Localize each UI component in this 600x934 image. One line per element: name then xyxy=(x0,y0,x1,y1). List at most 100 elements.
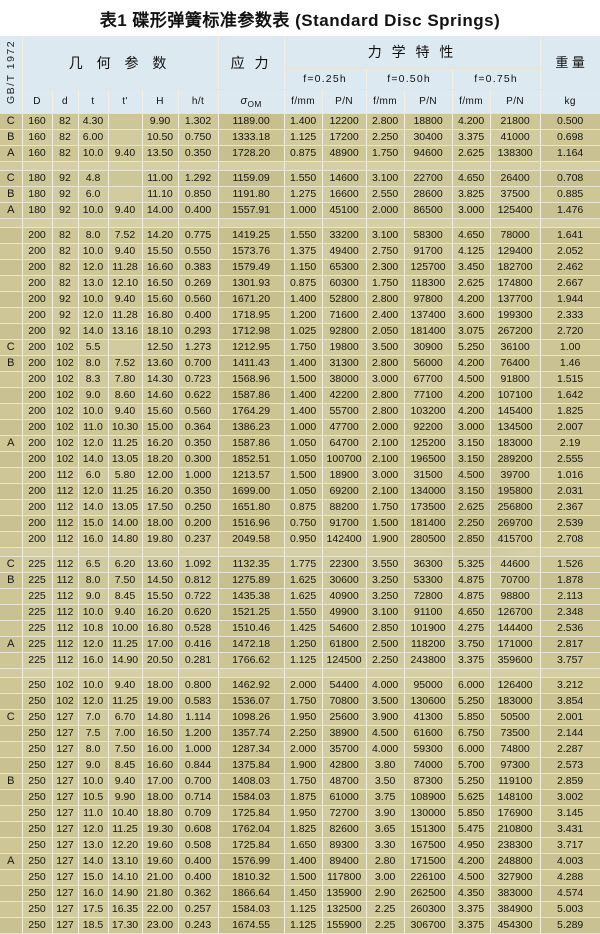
cell-p1: 17200 xyxy=(322,129,367,146)
cell-sigma: 1712.98 xyxy=(218,323,285,340)
cell-H: 22.00 xyxy=(142,901,179,918)
table-row[interactable]: 250 127 11.0 10.40 18.80 0.709 1725.84 1.950 727… xyxy=(0,805,600,822)
cell-sigma: 1301.93 xyxy=(218,275,285,292)
cell-sigma: 1516.96 xyxy=(218,515,285,532)
cell-f2: 2.250 xyxy=(366,129,405,146)
cell-p1: 42800 xyxy=(322,757,367,774)
table-row[interactable]: 200 102 9.0 8.60 14.60 0.622 1587.86 1.400 42200… xyxy=(0,387,600,404)
cell-kg: 0.885 xyxy=(540,186,600,203)
cell-p3: 76400 xyxy=(490,355,541,372)
cell-ht: 0.400 xyxy=(178,853,219,870)
cell-kg: 2.536 xyxy=(540,620,600,637)
cell-sigma: 1212.95 xyxy=(218,339,285,356)
cell-d: 127 xyxy=(52,757,79,774)
table-row[interactable]: 250 127 13.0 12.20 19.60 0.508 1725.84 1.650 893… xyxy=(0,837,600,854)
cell-f1: 1.400 xyxy=(284,403,323,420)
table-row[interactable]: B 180 92 6.0 11.10 0.850 1191.80 1.275 16600 2.55… xyxy=(0,186,600,203)
table-row[interactable]: C 200 102 5.5 12.50 1.273 1212.95 1.750 19800 3.5… xyxy=(0,339,600,356)
table-row[interactable]: 200 112 16.0 14.80 19.80 0.237 2049.58 0.950 142… xyxy=(0,531,600,548)
table-row[interactable]: 250 127 15.0 14.10 21.00 0.400 1810.32 1.500 117… xyxy=(0,869,600,886)
table-row[interactable]: 250 127 10.5 9.90 18.00 0.714 1584.03 1.875 6100… xyxy=(0,789,600,806)
cell-t: 4.30 xyxy=(78,113,109,130)
spacer-cell xyxy=(284,547,323,557)
cell-f3: 4.650 xyxy=(452,170,491,187)
cell-f2: 2.800 xyxy=(366,403,405,420)
cell-series xyxy=(0,419,23,436)
cell-f1: 1.000 xyxy=(284,419,323,436)
table-row[interactable]: 200 82 12.0 11.28 16.60 0.383 1579.49 1.150 6530… xyxy=(0,259,600,276)
cell-p2: 173500 xyxy=(404,499,453,516)
table-row[interactable]: 250 102 12.0 11.25 19.00 0.583 1536.07 1.750 708… xyxy=(0,693,600,710)
cell-t: 6.0 xyxy=(78,467,109,484)
table-row[interactable]: C 180 92 4.8 11.00 1.292 1159.09 1.550 14600 3.10… xyxy=(0,170,600,187)
cell-t2: 12.10 xyxy=(108,275,143,292)
table-row[interactable]: 250 102 10.0 9.40 18.00 0.800 1462.92 2.000 5440… xyxy=(0,677,600,694)
spacer-cell xyxy=(78,218,109,228)
table-row[interactable]: A 225 112 12.0 11.25 17.00 0.416 1472.18 1.250 61… xyxy=(0,636,600,653)
cell-t2: 9.40 xyxy=(108,604,143,621)
cell-p1: 72700 xyxy=(322,805,367,822)
cell-sigma: 1728.20 xyxy=(218,145,285,162)
table-row[interactable]: 200 102 14.0 13.05 18.20 0.300 1852.51 1.050 100… xyxy=(0,451,600,468)
table-row[interactable]: A 160 82 10.0 9.40 13.50 0.350 1728.20 0.875 4890… xyxy=(0,145,600,162)
table-row[interactable]: 200 92 10.0 9.40 15.60 0.560 1671.20 1.400 52800… xyxy=(0,291,600,308)
cell-p3: 248800 xyxy=(490,853,541,870)
cell-series xyxy=(0,259,23,276)
cell-p2: 92200 xyxy=(404,419,453,436)
table-row[interactable]: 225 112 10.8 10.00 16.80 0.528 1510.46 1.425 546… xyxy=(0,620,600,637)
table-row[interactable]: 250 127 8.0 7.50 16.00 1.000 1287.34 2.000 35700… xyxy=(0,741,600,758)
table-row[interactable]: 200 102 10.0 9.40 15.60 0.560 1764.29 1.400 5570… xyxy=(0,403,600,420)
cell-kg: 2.031 xyxy=(540,483,600,500)
cell-H: 16.50 xyxy=(142,275,179,292)
table-row[interactable]: 225 112 10.0 9.40 16.20 0.620 1521.25 1.550 4990… xyxy=(0,604,600,621)
cell-series: A xyxy=(0,145,23,162)
cell-kg: 2.052 xyxy=(540,243,600,260)
cell-t: 18.5 xyxy=(78,917,109,934)
cell-H: 19.80 xyxy=(142,531,179,548)
spacer-cell xyxy=(108,218,143,228)
table-row[interactable]: C 225 112 6.5 6.20 13.60 1.092 1132.35 1.775 2230… xyxy=(0,556,600,573)
table-row[interactable]: B 200 102 8.0 7.52 13.60 0.700 1411.43 1.400 3130… xyxy=(0,355,600,372)
cell-ht: 0.300 xyxy=(178,451,219,468)
table-row[interactable]: 250 127 7.5 7.00 16.50 1.200 1357.74 2.250 38900… xyxy=(0,725,600,742)
table-row[interactable]: 250 127 17.5 16.35 22.00 0.257 1584.03 1.125 132… xyxy=(0,901,600,918)
table-row[interactable]: A 180 92 10.0 9.40 14.00 0.400 1557.91 1.000 4510… xyxy=(0,202,600,219)
table-row[interactable]: 200 102 8.3 7.80 14.30 0.723 1568.96 1.500 38000… xyxy=(0,371,600,388)
cell-ht: 1.302 xyxy=(178,113,219,130)
table-row[interactable]: 200 92 12.0 11.28 16.80 0.400 1718.95 1.200 7160… xyxy=(0,307,600,324)
table-row[interactable]: 200 82 13.0 12.10 16.50 0.269 1301.93 0.875 6030… xyxy=(0,275,600,292)
table-row[interactable]: A 250 127 14.0 13.10 19.60 0.400 1576.99 1.400 89… xyxy=(0,853,600,870)
table-row[interactable]: A 200 102 12.0 11.25 16.20 0.350 1587.86 1.050 64… xyxy=(0,435,600,452)
table-row[interactable]: 200 102 11.0 10.30 15.00 0.364 1386.23 1.000 477… xyxy=(0,419,600,436)
table-row[interactable]: 225 112 16.0 14.90 20.50 0.281 1766.62 1.125 124… xyxy=(0,652,600,669)
cell-sigma: 1472.18 xyxy=(218,636,285,653)
table-row[interactable]: B 160 82 6.00 10.50 0.750 1333.18 1.125 17200 2.2… xyxy=(0,129,600,146)
cell-t2: 13.16 xyxy=(108,323,143,340)
cell-p3: 171000 xyxy=(490,636,541,653)
cell-p2: 226100 xyxy=(404,869,453,886)
cell-d: 92 xyxy=(52,186,79,203)
table-row[interactable]: 250 127 9.0 8.45 16.60 0.844 1375.84 1.900 42800… xyxy=(0,757,600,774)
table-row[interactable]: 200 112 6.0 5.80 12.00 1.000 1213.57 1.500 18900… xyxy=(0,467,600,484)
table-row[interactable]: 200 112 15.0 14.00 18.00 0.200 1516.96 0.750 917… xyxy=(0,515,600,532)
table-row[interactable]: C 250 127 7.0 6.70 14.80 1.114 1098.26 1.950 2560… xyxy=(0,709,600,726)
cell-d: 82 xyxy=(52,113,79,130)
cell-f1: 1.950 xyxy=(284,709,323,726)
table-row[interactable]: 200 82 10.0 9.40 15.50 0.550 1573.76 1.375 49400… xyxy=(0,243,600,260)
table-row[interactable]: 250 127 16.0 14.90 21.80 0.362 1866.64 1.450 135… xyxy=(0,885,600,902)
table-row[interactable]: 200 92 14.0 13.16 18.10 0.293 1712.98 1.025 9280… xyxy=(0,323,600,340)
cell-series xyxy=(0,467,23,484)
table-row[interactable]: 200 112 14.0 13.05 17.50 0.250 1651.80 0.875 882… xyxy=(0,499,600,516)
table-row[interactable]: C 160 82 4.30 9.90 1.302 1189.00 1.400 12200 2.80… xyxy=(0,113,600,130)
cell-t2 xyxy=(108,129,143,146)
table-row[interactable]: 200 82 8.0 7.52 14.20 0.775 1419.25 1.550 33200 3… xyxy=(0,227,600,244)
table-row[interactable]: B 225 112 8.0 7.50 14.50 0.812 1275.89 1.625 3060… xyxy=(0,572,600,589)
table-row[interactable]: 200 112 12.0 11.25 16.20 0.350 1699.00 1.050 692… xyxy=(0,483,600,500)
table-row[interactable]: 250 127 12.0 11.25 19.30 0.608 1762.04 1.825 826… xyxy=(0,821,600,838)
cell-kg: 2.573 xyxy=(540,757,600,774)
table-row[interactable]: B 250 127 10.0 9.40 17.00 0.700 1408.03 1.750 487… xyxy=(0,773,600,790)
cell-p1: 30600 xyxy=(322,572,367,589)
table-row[interactable]: 250 127 18.5 17.30 23.00 0.243 1674.55 1.125 155… xyxy=(0,917,600,934)
cell-f1: 2.000 xyxy=(284,677,323,694)
table-row[interactable]: 225 112 9.0 8.45 15.50 0.722 1435.38 1.625 40900… xyxy=(0,588,600,605)
